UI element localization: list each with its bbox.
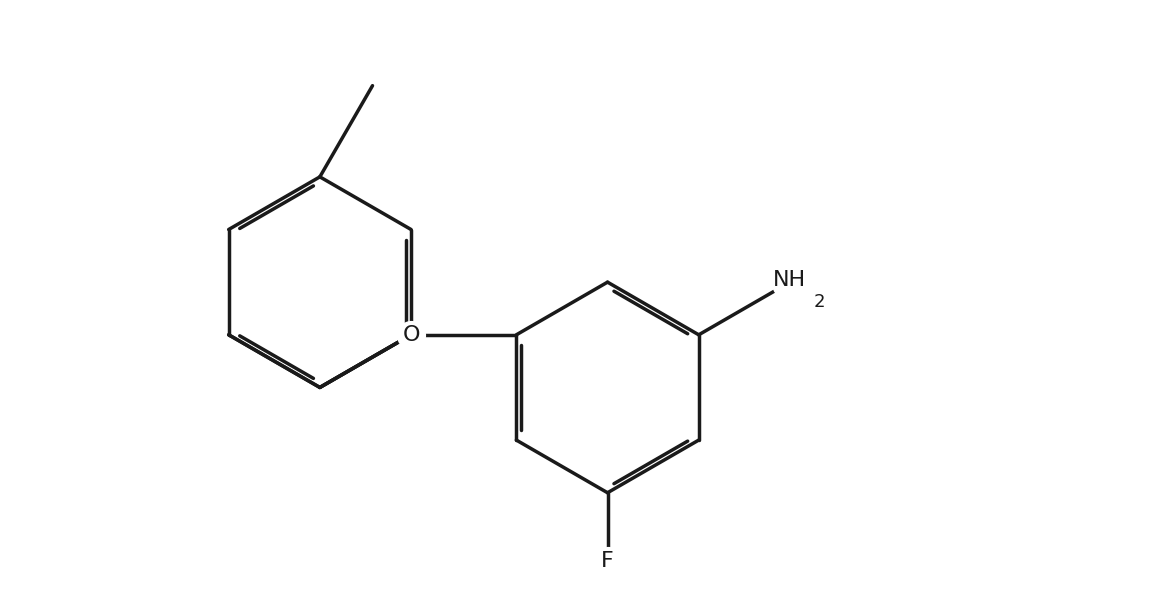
Text: O: O <box>402 325 419 345</box>
Text: 2: 2 <box>813 293 825 311</box>
Text: F: F <box>601 551 614 571</box>
Text: NH: NH <box>774 270 806 289</box>
